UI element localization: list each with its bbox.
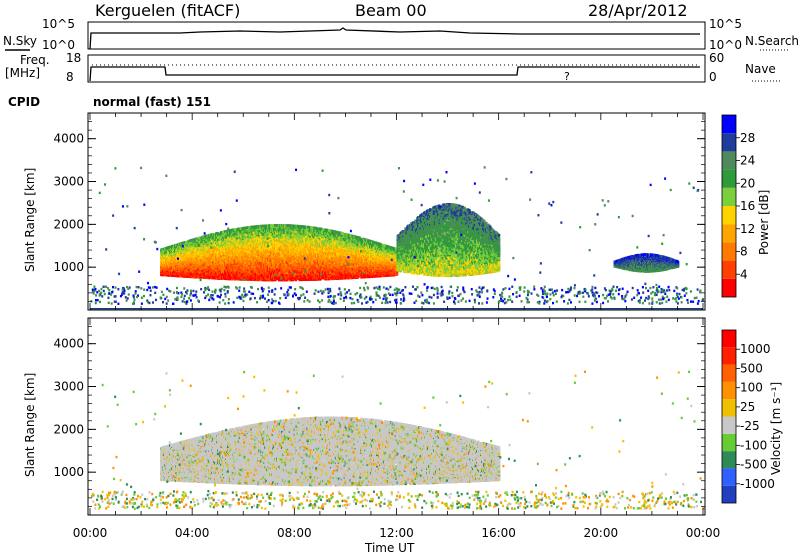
summary-plot: Kerguelen (fitACF) Beam 00 28/Apr/2012 N…: [0, 0, 800, 554]
x-tick-label: 08:00: [277, 526, 312, 540]
velocity-colorbar-tick: 500: [740, 361, 763, 375]
power-colorbar-tick: 4: [740, 267, 748, 281]
freq-label-line2: [MHz]: [5, 66, 40, 80]
power-colorbar-tick: 24: [740, 154, 755, 168]
x-tick-label: 00:00: [73, 526, 108, 540]
cpid-value: normal (fast) 151: [93, 95, 211, 109]
velocity-ytick-2000: 2000: [53, 422, 84, 436]
station-title: Kerguelen (fitACF): [95, 1, 240, 20]
nsearch-tick-bottom: 10^0: [709, 38, 742, 52]
power-ytick-3000: 3000: [53, 175, 84, 189]
power-ytick-1000: 1000: [53, 260, 84, 274]
velocity-colorbar-tick: -1000: [740, 477, 775, 491]
nave-tick-bottom: 0: [709, 70, 717, 84]
power-colorbar-tick: 16: [740, 199, 755, 213]
x-tick-label: 16:00: [481, 526, 516, 540]
freq-label-line1: Freq.: [20, 53, 50, 67]
velocity-ytick-4000: 4000: [53, 337, 84, 351]
power-colorbar-tick: 28: [740, 131, 755, 145]
power-colorbar-label: Power [dB]: [757, 190, 771, 255]
nsky-panel: N.Sky 10^5 10^0 10^5 10^0 N.Search: [3, 17, 799, 52]
nsky-label: N.Sky: [3, 34, 37, 48]
freq-tick-bottom: 8: [66, 70, 74, 84]
power-colorbar-tick: 8: [740, 245, 748, 259]
velocity-colorbar-tick: -100: [740, 438, 767, 452]
power-ytick-2000: 2000: [53, 217, 84, 231]
velocity-colorbar-tick: 100: [740, 381, 763, 395]
cpid-label: CPID: [8, 95, 40, 109]
nave-tick-top: 60: [709, 51, 724, 65]
velocity-colorbar-label: Velocity [m s⁻¹]: [769, 382, 783, 475]
velocity-colorbar-tick: 1000: [740, 342, 771, 356]
freq-tick-top: 18: [66, 51, 81, 65]
x-tick-label: 12:00: [379, 526, 414, 540]
velocity-panel: 4000 3000 2000 1000 00:00 04:00 08:00 12:00 16:…: [23, 318, 720, 540]
velocity-colorbar-tick: -500: [740, 458, 767, 472]
freq-marker: ?: [564, 70, 570, 83]
power-ytick-4000: 4000: [53, 132, 84, 146]
power-colorbar-tick: 20: [740, 176, 755, 190]
x-tick-label: 00:00: [686, 526, 721, 540]
velocity-ytick-3000: 3000: [53, 380, 84, 394]
velocity-colorbar-tick: 25: [740, 400, 755, 414]
nsky-tick-top: 10^5: [42, 17, 75, 31]
date-title: 28/Apr/2012: [588, 1, 688, 20]
x-tick-label: 04:00: [175, 526, 210, 540]
power-panel: 4000 3000 2000 1000 Slant Range [km]: [23, 113, 705, 310]
freq-panel: Freq. [MHz] 18 8 60 0 Nave ?: [5, 51, 780, 84]
power-colorbar: Power [dB] 28 24 20 16 12 8 4: [722, 115, 771, 297]
power-colorbar-tick: 12: [740, 222, 755, 236]
beam-title: Beam 00: [355, 1, 427, 20]
x-axis-label: Time UT: [364, 541, 415, 554]
power-ylabel: Slant Range [km]: [23, 168, 37, 272]
velocity-colorbar-tick: -25: [740, 419, 760, 433]
nsearch-tick-top: 10^5: [709, 17, 742, 31]
velocity-ylabel: Slant Range [km]: [23, 373, 37, 477]
nsearch-label: N.Search: [745, 34, 799, 48]
nsky-tick-bottom: 10^0: [42, 38, 75, 52]
x-tick-label: 20:00: [584, 526, 619, 540]
nave-label: Nave: [745, 62, 776, 76]
velocity-ytick-1000: 1000: [53, 465, 84, 479]
velocity-colorbar: Velocity [m s⁻¹] 1000 500 100 25 -25 -100 -500…: [722, 330, 783, 503]
